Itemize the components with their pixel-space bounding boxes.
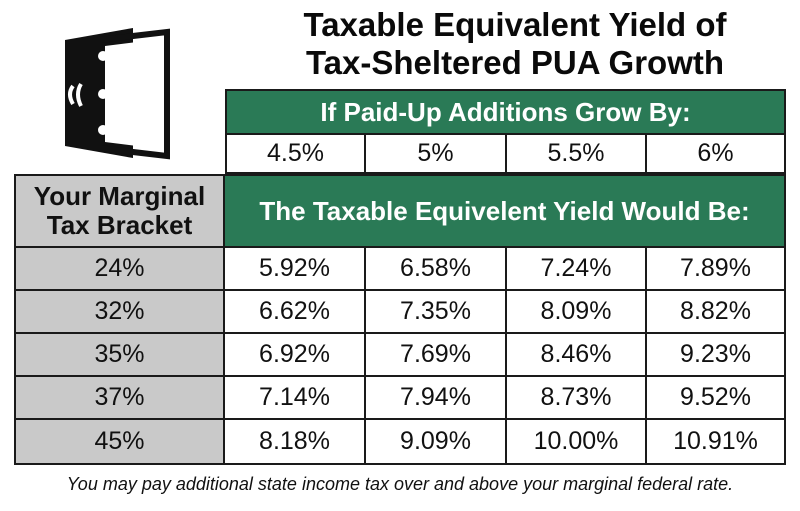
tax-bracket-cell: 35%	[14, 334, 225, 377]
yield-value-cell: 8.82%	[647, 291, 786, 334]
title-line-1: Taxable Equivalent Yield of	[303, 6, 727, 43]
column-group-header: If Paid-Up Additions Grow By:	[225, 89, 786, 135]
yield-value-cell: 5.92%	[225, 248, 366, 291]
yield-value-cell: 6.92%	[225, 334, 366, 377]
yield-value-cell: 7.69%	[366, 334, 507, 377]
row-header-line-1: Your Marginal	[33, 181, 206, 211]
yield-value-cell: 8.18%	[225, 420, 366, 465]
yield-value-cell: 6.58%	[366, 248, 507, 291]
tax-bracket-cell: 37%	[14, 377, 225, 420]
safe-door-icon	[65, 28, 170, 160]
yield-table: If Paid-Up Additions Grow By: 4.5% 5% 5.…	[14, 89, 786, 465]
yield-value-cell: 8.73%	[507, 377, 647, 420]
footnote: You may pay additional state income tax …	[66, 474, 734, 494]
growth-rate-header: 5%	[366, 135, 507, 174]
yield-value-cell: 9.52%	[647, 377, 786, 420]
yield-value-cell: 9.23%	[647, 334, 786, 377]
chart-title: Taxable Equivalent Yield of Tax-Sheltere…	[230, 6, 800, 82]
yield-value-cell: 9.09%	[366, 420, 507, 465]
growth-rate-header: 6%	[647, 135, 786, 174]
yield-value-cell: 6.62%	[225, 291, 366, 334]
yield-value-cell: 10.00%	[507, 420, 647, 465]
growth-rate-header: 5.5%	[507, 135, 647, 174]
yield-value-cell: 7.94%	[366, 377, 507, 420]
tax-bracket-cell: 24%	[14, 248, 225, 291]
yield-value-cell: 8.46%	[507, 334, 647, 377]
tax-bracket-cell: 45%	[14, 420, 225, 465]
growth-rate-header: 4.5%	[225, 135, 366, 174]
yield-value-cell: 7.89%	[647, 248, 786, 291]
title-line-2: Tax-Sheltered PUA Growth	[305, 44, 725, 81]
value-header: The Taxable Equivelent Yield Would Be:	[225, 174, 786, 248]
yield-value-cell: 10.91%	[647, 420, 786, 465]
yield-value-cell: 7.35%	[366, 291, 507, 334]
yield-value-cell: 7.24%	[507, 248, 647, 291]
tax-bracket-cell: 32%	[14, 291, 225, 334]
blank-corner	[14, 89, 225, 174]
yield-value-cell: 7.14%	[225, 377, 366, 420]
yield-value-cell: 8.09%	[507, 291, 647, 334]
tax-bracket-header: Your Marginal Tax Bracket	[14, 174, 225, 248]
row-header-line-2: Tax Bracket	[46, 210, 193, 240]
